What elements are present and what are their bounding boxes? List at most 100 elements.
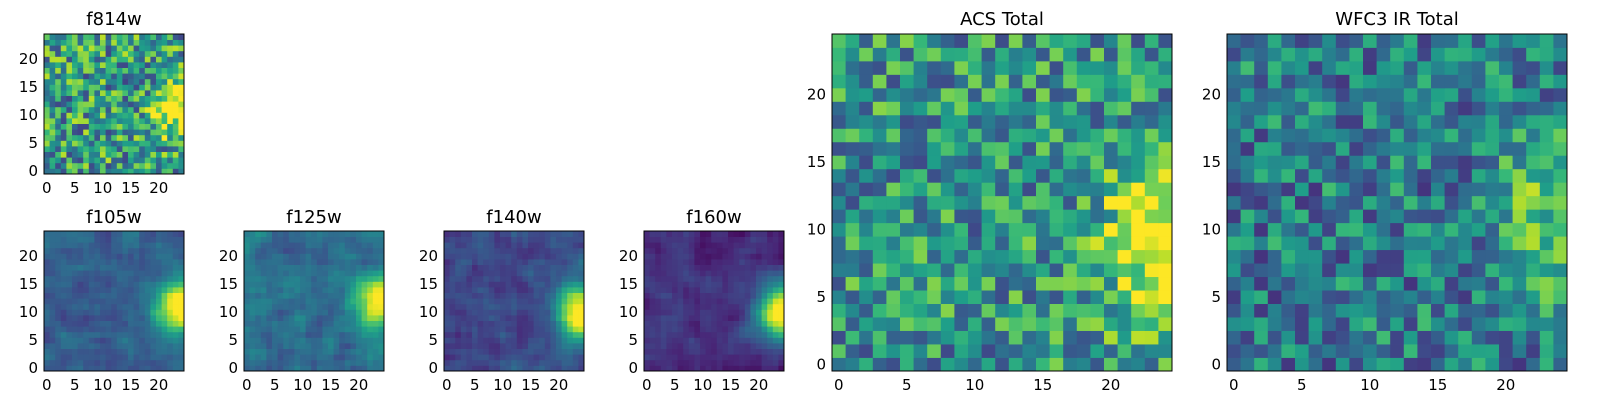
heatmap-cell [150, 157, 157, 164]
heatmap-cell [1376, 357, 1391, 372]
heatmap-cell [927, 168, 942, 183]
heatmap-cell [378, 331, 385, 338]
heatmap-cell [940, 141, 955, 156]
heatmap-cell [288, 287, 295, 293]
heatmap-cell [44, 78, 50, 85]
heatmap-cell [161, 112, 168, 119]
heatmap-cell [722, 331, 729, 338]
heatmap-cell [111, 123, 118, 130]
heatmap-cell [116, 303, 123, 310]
heatmap-cell [700, 275, 706, 282]
heatmap-cell [561, 303, 568, 310]
heatmap-cell [122, 259, 129, 265]
heatmap-cell [1022, 101, 1037, 116]
heatmap-cell [700, 298, 706, 305]
heatmap-cell [167, 39, 174, 46]
heatmap-cell [728, 365, 734, 372]
heatmap-cell [350, 315, 357, 321]
heatmap-cell [172, 134, 179, 141]
heatmap-cell [859, 236, 874, 251]
heatmap-cell [688, 281, 695, 288]
heatmap-cell [694, 231, 701, 237]
heatmap-cell [88, 264, 95, 271]
heatmap-cell [1322, 168, 1337, 183]
heatmap-cell [683, 315, 690, 321]
heatmap-cell [472, 359, 478, 366]
heatmap-cell [44, 34, 50, 40]
heatmap-cell [260, 247, 267, 254]
heatmap-cell [60, 45, 67, 52]
heatmap-cell [872, 222, 887, 237]
heatmap-cell [1281, 357, 1296, 372]
heatmap-cell [55, 331, 62, 338]
heatmap-cell [533, 281, 540, 288]
heatmap-cell [1512, 357, 1527, 372]
heatmap-cell [55, 73, 62, 80]
heatmap-cell [111, 140, 118, 147]
heatmap-cell [1104, 249, 1118, 264]
heatmap-cell [49, 84, 56, 91]
heatmap-cell [77, 106, 84, 113]
heatmap-cell [122, 95, 129, 102]
heatmap-cell [44, 129, 50, 136]
heatmap-cell [367, 264, 374, 271]
heatmap-cell [111, 298, 118, 305]
heatmap-cell [561, 247, 568, 254]
heatmap-cell [44, 162, 50, 169]
heatmap-cell [350, 354, 357, 361]
heatmap-cell [556, 253, 562, 260]
heatmap-cell [94, 247, 101, 254]
heatmap-cell [449, 259, 456, 265]
heatmap-cell [700, 331, 706, 338]
heatmap-cell [672, 242, 678, 249]
heatmap-cell [367, 354, 374, 361]
heatmap-cell [150, 67, 157, 74]
heatmap-cell [1485, 249, 1500, 264]
heatmap-cell [572, 287, 579, 293]
heatmap-cell [1390, 114, 1405, 129]
heatmap-cell [339, 281, 346, 288]
heatmap-cell [1485, 101, 1500, 116]
heatmap-cell [139, 343, 146, 349]
heatmap-cell [44, 264, 50, 271]
heatmap-cell [255, 264, 262, 271]
heatmap-cell [550, 264, 557, 271]
heatmap-cell [644, 320, 650, 327]
heatmap-cell [683, 275, 690, 282]
heatmap-cell [832, 303, 846, 318]
heatmap-cell [294, 326, 301, 333]
heatmap-cell [105, 247, 112, 254]
heatmap-cell [761, 236, 768, 243]
heatmap-cell [150, 281, 157, 288]
heatmap-cell [1008, 236, 1023, 251]
heatmap-cell [294, 231, 301, 237]
heatmap-cell [832, 344, 846, 358]
heatmap-cell [649, 281, 656, 288]
heatmap-cell [133, 303, 140, 310]
heatmap-cell [449, 292, 456, 299]
heatmap-cell [100, 253, 106, 260]
heatmap-cell [750, 320, 757, 327]
heatmap-cell [1008, 168, 1023, 183]
heatmap-cell [328, 259, 334, 265]
heatmap-cell [94, 303, 101, 310]
heatmap-cell [1322, 263, 1337, 278]
heatmap-cell [516, 303, 523, 310]
heatmap-cell [294, 320, 301, 327]
heatmap-cell [55, 348, 62, 355]
heatmap-cell [367, 242, 374, 249]
heatmap-cell [655, 359, 662, 366]
heatmap-cell [44, 242, 50, 249]
heatmap-cell [44, 73, 50, 80]
heatmap-cell [466, 253, 473, 260]
heatmap-cell [733, 326, 740, 333]
heatmap-cell [83, 34, 90, 40]
heatmap-cell [1049, 209, 1064, 224]
heatmap-cell [178, 73, 185, 80]
heatmap-cell [1322, 114, 1337, 129]
heatmap-cell [539, 275, 546, 282]
heatmap-cell [1104, 209, 1118, 224]
heatmap-cell [305, 359, 312, 366]
heatmap-cell [150, 162, 157, 169]
heatmap-cell [156, 365, 162, 372]
